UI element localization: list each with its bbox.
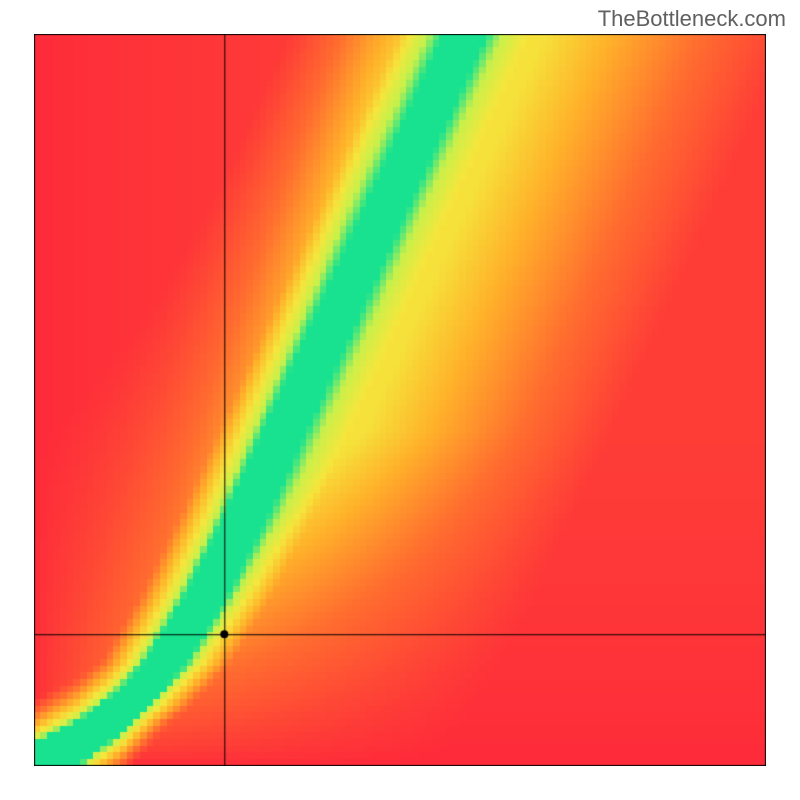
bottleneck-heatmap [34, 34, 766, 766]
attribution-text: TheBottleneck.com [598, 6, 786, 32]
root: TheBottleneck.com [0, 0, 800, 800]
